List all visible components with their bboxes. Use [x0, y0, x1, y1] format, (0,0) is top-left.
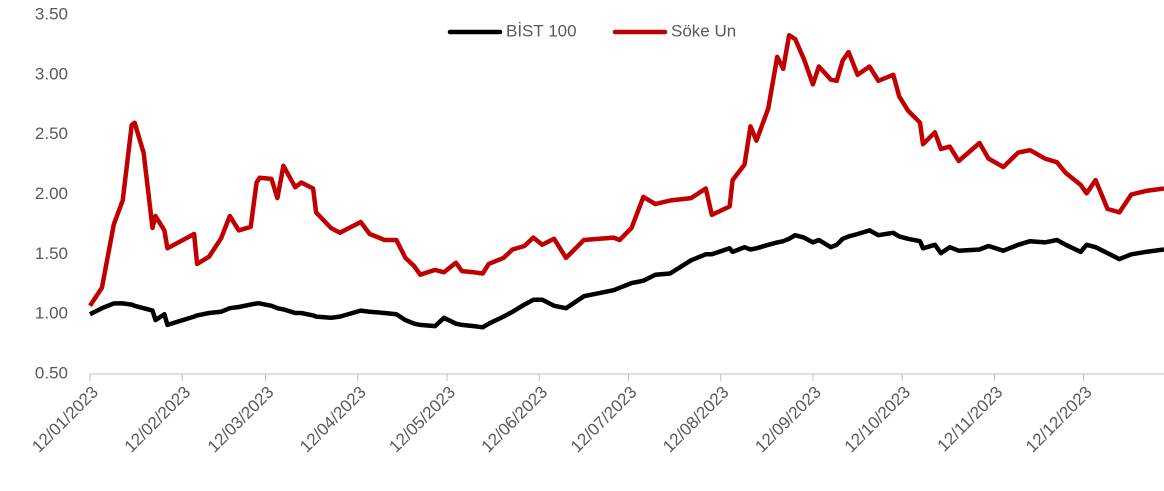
- x-tick-label: 12/01/2023: [28, 383, 102, 457]
- legend-label: BİST 100: [506, 21, 577, 40]
- x-tick-label: 12/02/2023: [121, 383, 195, 457]
- x-tick-label: 12/06/2023: [478, 383, 552, 457]
- y-tick-label: 1.50: [35, 244, 68, 263]
- y-tick-label: 0.50: [35, 363, 68, 382]
- y-tick-label: 2.00: [35, 184, 68, 203]
- x-tick-label: 12/09/2023: [751, 383, 825, 457]
- y-tick-label: 2.50: [35, 124, 68, 143]
- x-tick-label: 12/03/2023: [204, 383, 278, 457]
- x-tick-label: 12/12/2023: [1022, 383, 1096, 457]
- x-tick-label: 12/04/2023: [296, 383, 370, 457]
- y-tick-label: 1.00: [35, 304, 68, 323]
- line-series: [88, 33, 1164, 308]
- x-tick-label: 12/08/2023: [659, 383, 733, 457]
- legend-label: Söke Un: [671, 21, 736, 40]
- x-tick-label: 12/05/2023: [385, 383, 459, 457]
- line-series: [88, 228, 1164, 330]
- x-tick-label: 12/07/2023: [567, 383, 641, 457]
- x-tick-label: 12/11/2023: [934, 383, 1007, 456]
- y-tick-label: 3.00: [35, 64, 68, 83]
- y-tick-label: 3.50: [35, 4, 68, 23]
- x-tick-label: 12/10/2023: [841, 383, 915, 457]
